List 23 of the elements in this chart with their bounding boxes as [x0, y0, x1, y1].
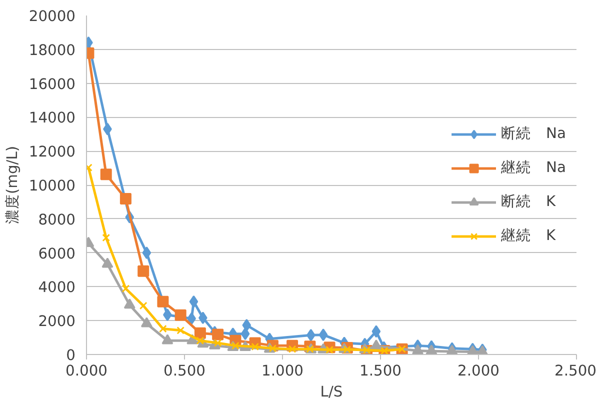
y-tick-label: 2000	[38, 313, 76, 330]
legend-label: 断続 Na	[501, 124, 566, 143]
y-tick-label: 20000	[28, 8, 76, 25]
y-tick-label: 10000	[28, 178, 76, 194]
x-tick-label: 2.000	[458, 362, 500, 380]
y-tick-label: 4000	[38, 279, 76, 296]
legend-label: 継続 K	[501, 226, 556, 245]
x-axis-title: L/S	[320, 384, 343, 400]
x-tick-label: 1.500	[360, 362, 402, 380]
x-tick-label: 1.000	[262, 362, 304, 380]
y-tick-label: 8000	[38, 211, 76, 228]
legend-label: 継続 Na	[501, 158, 566, 177]
y-tick-label: 16000	[28, 76, 76, 93]
x-tick-label: 2.500	[554, 362, 596, 380]
y-tick-label: 18000	[28, 42, 76, 59]
y-tick-label: 0	[66, 347, 76, 364]
legend-label: 断続 K	[501, 192, 556, 211]
y-tick-label: 14000	[28, 110, 76, 127]
x-tick-label: 0.000	[66, 362, 108, 380]
y-tick-label: 6000	[38, 245, 76, 262]
x-tick-label: 0.500	[164, 362, 206, 380]
y-axis-title: 濃度(mg/L)	[4, 146, 21, 224]
y-tick-label: 12000	[28, 144, 76, 161]
